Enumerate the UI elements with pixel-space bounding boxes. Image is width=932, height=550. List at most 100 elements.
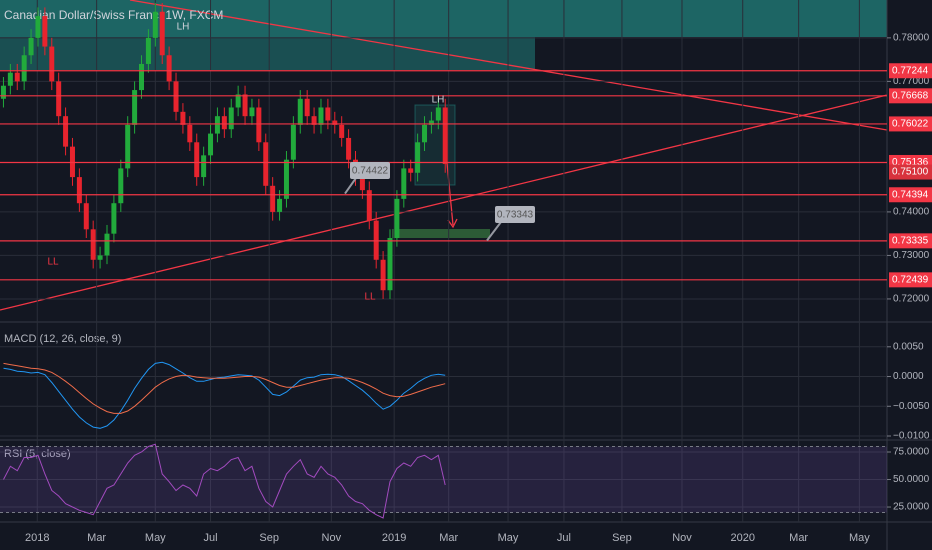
- y-tick-label: 0.0050: [893, 341, 924, 352]
- x-tick-label: Sep: [259, 532, 279, 544]
- target-zone: [392, 229, 490, 238]
- candle-body: [401, 168, 407, 199]
- candle-body: [14, 72, 20, 82]
- candle-body: [270, 185, 276, 212]
- candle-body: [90, 229, 96, 260]
- candle-body: [35, 16, 41, 38]
- price-tag: [889, 88, 932, 104]
- x-tick-label: Jul: [204, 532, 218, 544]
- callout-pointer: [344, 177, 357, 195]
- indicator-line: [3, 362, 446, 414]
- price-tag: [889, 63, 932, 79]
- candle-body: [235, 94, 241, 108]
- y-tick-label: 25.0000: [893, 502, 930, 513]
- candle-body: [104, 233, 110, 256]
- y-tick-label: 0.73000: [893, 250, 930, 261]
- candle-body: [297, 98, 303, 125]
- price-tag-label: 0.77244: [892, 65, 929, 76]
- x-tick-label: May: [498, 532, 519, 544]
- candle-body: [277, 198, 283, 212]
- candle-body: [76, 177, 82, 204]
- price-tag: [889, 187, 932, 203]
- candle-body: [194, 142, 200, 178]
- candle-body: [428, 120, 434, 125]
- candle-body: [442, 107, 448, 165]
- price-tag-label: 0.76668: [892, 90, 929, 101]
- annotation: LL: [47, 257, 59, 268]
- annotation: LH: [432, 95, 445, 106]
- candle-body: [97, 255, 103, 260]
- price-tag: [889, 272, 932, 288]
- candle-body: [373, 220, 379, 260]
- price-tag-label: 0.76022: [892, 119, 929, 130]
- x-tick-label: 2019: [382, 532, 406, 544]
- candle-body: [7, 72, 13, 86]
- price-tag: [889, 116, 932, 132]
- last-price-label: 0.75100: [892, 167, 929, 178]
- candle-body: [201, 155, 207, 178]
- arrow-head: [447, 218, 458, 229]
- candle-body: [125, 124, 131, 169]
- x-tick-label: Sep: [612, 532, 632, 544]
- callout-box: [350, 162, 390, 179]
- candle-body: [256, 107, 262, 143]
- candle-body: [380, 259, 386, 291]
- x-tick-label: Jul: [557, 532, 571, 544]
- candle-body: [325, 107, 331, 121]
- candle-body: [69, 146, 75, 178]
- candle-body: [415, 142, 421, 173]
- candle-body: [435, 107, 441, 121]
- indicator-line: [3, 443, 446, 519]
- candle-body: [159, 11, 165, 56]
- callout-label: 0.74422: [352, 166, 389, 177]
- candle-body: [56, 81, 62, 117]
- candle-body: [118, 168, 124, 204]
- callout-label: 0.73343: [497, 210, 534, 221]
- candle-body: [42, 16, 48, 47]
- candle-body: [408, 168, 414, 173]
- y-tick-label: −0.0100: [893, 431, 930, 442]
- candle-body: [394, 198, 400, 239]
- arrow: [446, 162, 454, 226]
- y-tick-label: 0.0000: [893, 371, 924, 382]
- candle-body: [422, 124, 428, 143]
- candle-body: [290, 124, 296, 160]
- zone: [0, 37, 535, 70]
- candle-body: [263, 142, 269, 186]
- callout-pointer: [486, 221, 502, 242]
- candle-body: [0, 85, 6, 99]
- y-tick-label: 0.74000: [893, 207, 930, 218]
- candle-body: [346, 137, 352, 160]
- y-tick-label: 0.78000: [893, 32, 930, 43]
- x-tick-label: 2018: [25, 532, 49, 544]
- candle-body: [359, 177, 365, 191]
- price-tag-label: 0.73335: [892, 235, 929, 246]
- x-tick-label: Mar: [789, 532, 808, 544]
- x-tick-label: Mar: [87, 532, 106, 544]
- trendline: [0, 94, 888, 311]
- candle-body: [242, 94, 248, 117]
- candle-body: [366, 190, 372, 221]
- candle-body: [139, 63, 145, 91]
- x-tick-label: 2020: [730, 532, 754, 544]
- price-tag: [889, 233, 932, 249]
- x-tick-label: May: [145, 532, 166, 544]
- candle-body: [173, 81, 179, 112]
- panel-title: MACD (12, 26, close, 9): [4, 333, 121, 345]
- y-tick-label: 0.72000: [893, 294, 930, 305]
- x-tick-label: Nov: [322, 532, 342, 544]
- candle-body: [49, 46, 55, 82]
- price-tag-label: 0.75136: [892, 157, 929, 168]
- y-tick-label: −0.0050: [893, 401, 930, 412]
- candle-body: [132, 90, 138, 125]
- candle-body: [283, 159, 289, 199]
- candle-body: [221, 116, 227, 130]
- annotation: LL: [364, 292, 376, 303]
- zone: [0, 0, 887, 37]
- candle-body: [152, 11, 158, 38]
- candle-body: [21, 55, 27, 82]
- x-tick-label: Nov: [672, 532, 692, 544]
- candle-body: [387, 238, 393, 291]
- candle-body: [339, 124, 345, 138]
